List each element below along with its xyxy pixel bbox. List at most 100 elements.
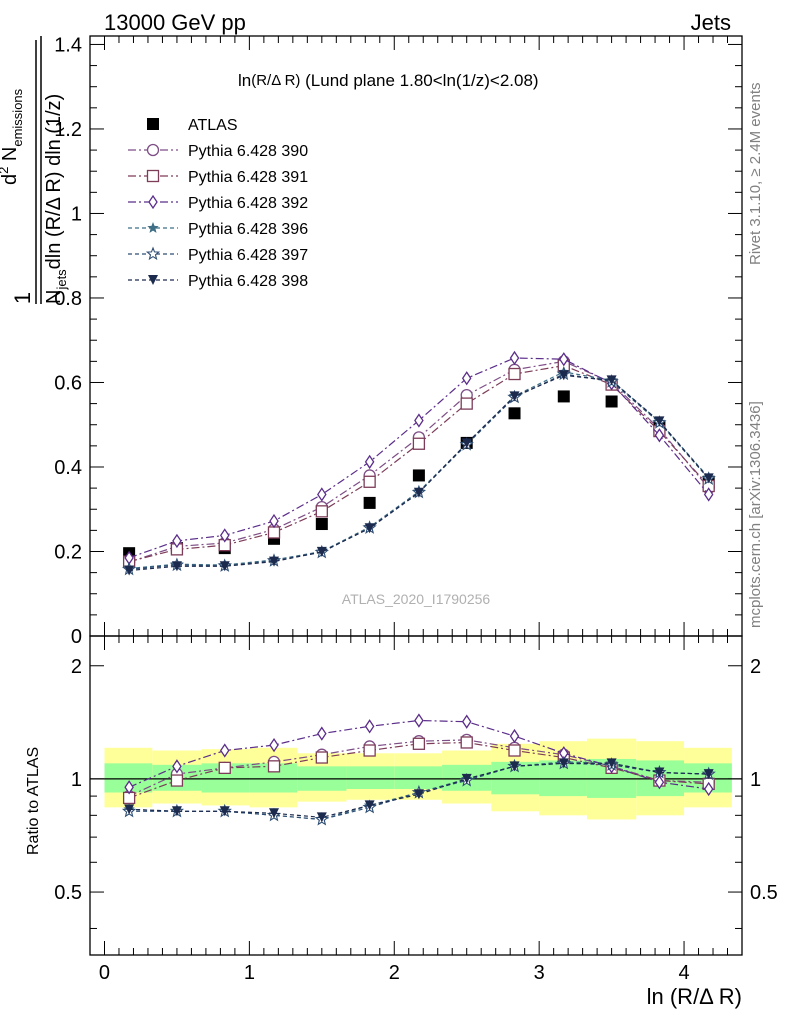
ratio-point: [124, 780, 134, 795]
data-point: [412, 437, 426, 450]
legend-marker: [148, 275, 158, 285]
data-point: [363, 475, 376, 488]
ratio-y-tick-label-right: 2: [750, 656, 761, 678]
mcplots-label: mcplots.cern.ch [arXiv:1306.3436]: [747, 401, 764, 628]
data-point: [172, 533, 182, 549]
data-point: [316, 546, 327, 557]
legend-marker: [146, 169, 160, 183]
ratio-y-axis-title: Ratio to ATLAS: [25, 747, 42, 855]
series-line: [128, 360, 710, 563]
legend-label: Pythia 6.428 390: [188, 143, 308, 160]
ratio-point: [269, 808, 280, 819]
data-point: [413, 487, 424, 498]
svg-text:1: 1: [10, 292, 35, 304]
ratio-point: [509, 761, 520, 772]
ratio-point: [509, 728, 520, 744]
ratio-point: [413, 789, 424, 800]
y-tick-label: 0.8: [54, 288, 82, 310]
data-point: [508, 407, 521, 420]
ratio-point: [364, 800, 375, 811]
data-point: [703, 473, 714, 484]
ratio-y-tick-label-right: 0.5: [750, 882, 778, 904]
data-point: [315, 505, 328, 518]
x-tick-label: 3: [534, 962, 545, 984]
data-point: [219, 528, 230, 543]
ratio-point: [170, 774, 184, 787]
svg-text:d2 Nemissions: d2 Nemissions: [0, 88, 25, 185]
x-tick-label: 0: [99, 962, 110, 984]
data-point: [557, 390, 570, 403]
ratio-y-tick-label: 1: [71, 769, 82, 791]
y-tick-label: 0.6: [54, 372, 82, 394]
y-tick-label: 0.2: [54, 541, 82, 563]
data-point: [605, 395, 618, 408]
ratio-point: [124, 804, 135, 815]
data-point: [461, 371, 472, 386]
ratio-point: [219, 743, 230, 758]
legend-label: Pythia 6.428 391: [188, 169, 308, 186]
legend-label: Pythia 6.428 397: [188, 247, 308, 264]
ratio-point: [558, 758, 569, 769]
data-point: [460, 397, 473, 410]
data-point: [606, 375, 617, 386]
legend-label: Pythia 6.428 392: [188, 195, 308, 212]
watermark-label: ATLAS_2020_I1790256: [342, 591, 491, 607]
ratio-point: [412, 737, 426, 750]
ratio-point: [269, 737, 279, 753]
ratio-point: [461, 714, 472, 729]
ratio-point: [460, 736, 473, 749]
ratio-point: [654, 767, 665, 778]
ratio-point: [703, 769, 714, 780]
y-tick-label: 0: [71, 626, 82, 648]
ratio-point: [703, 781, 714, 797]
ratio-point: [315, 751, 328, 764]
ratio-point: [172, 759, 182, 774]
legend-label: ATLAS: [188, 117, 238, 134]
data-point: [269, 513, 279, 529]
ratio-point: [364, 719, 375, 734]
x-tick-label: 4: [678, 962, 689, 984]
data-point: [509, 350, 520, 366]
ratio-point: [363, 744, 376, 757]
data-point: [269, 556, 280, 567]
ratio-plot-frame: [89, 635, 743, 956]
data-point: [414, 413, 424, 428]
plot-title: ln(R/Δ R) (Lund plane 1.80<ln(1/z)<2.08): [238, 71, 539, 90]
legend-marker: [147, 222, 159, 233]
data-point: [364, 454, 375, 470]
main-y-axis-title: 1 d2 Nemissions Njetsdln (R/Δ R) dln (1/…: [0, 36, 69, 304]
ratio-point: [219, 806, 230, 817]
data-point: [317, 487, 327, 502]
legend-marker: [146, 143, 160, 157]
data-point: [267, 526, 281, 539]
data-point: [315, 518, 328, 531]
ratio-point: [606, 758, 617, 769]
ratio-point: [654, 775, 665, 790]
data-point: [363, 496, 376, 509]
rivet-label: Rivet 3.1.10, ≥ 2.4M events: [747, 83, 764, 266]
header-left-label: 13000 GeV pp: [104, 10, 246, 35]
y-tick-label: 1.2: [54, 119, 82, 141]
ratio-point: [414, 713, 424, 728]
ratio-y-tick-label-right: 1: [750, 769, 761, 791]
x-tick-label: 1: [244, 962, 255, 984]
data-point: [219, 561, 230, 572]
header-right-label: Jets: [691, 10, 731, 35]
ratio-band-green: [394, 766, 443, 790]
data-point: [558, 370, 569, 381]
ratio-point: [267, 760, 281, 773]
data-point: [559, 352, 569, 367]
ratio-y-tick-label: 2: [71, 656, 82, 678]
legend-label: Pythia 6.428 398: [188, 273, 308, 290]
ratio-point: [171, 806, 182, 817]
series-line: [128, 357, 710, 559]
y-tick-label: 1: [71, 203, 82, 225]
svg-text:Njetsdln (R/Δ R) dln (1/z): Njetsdln (R/Δ R) dln (1/z): [43, 94, 69, 304]
ratio-point: [317, 726, 327, 741]
ratio-point: [461, 773, 472, 784]
x-tick-label: 2: [389, 962, 400, 984]
data-point: [508, 367, 521, 381]
data-point: [509, 391, 520, 402]
data-point: [654, 416, 665, 427]
